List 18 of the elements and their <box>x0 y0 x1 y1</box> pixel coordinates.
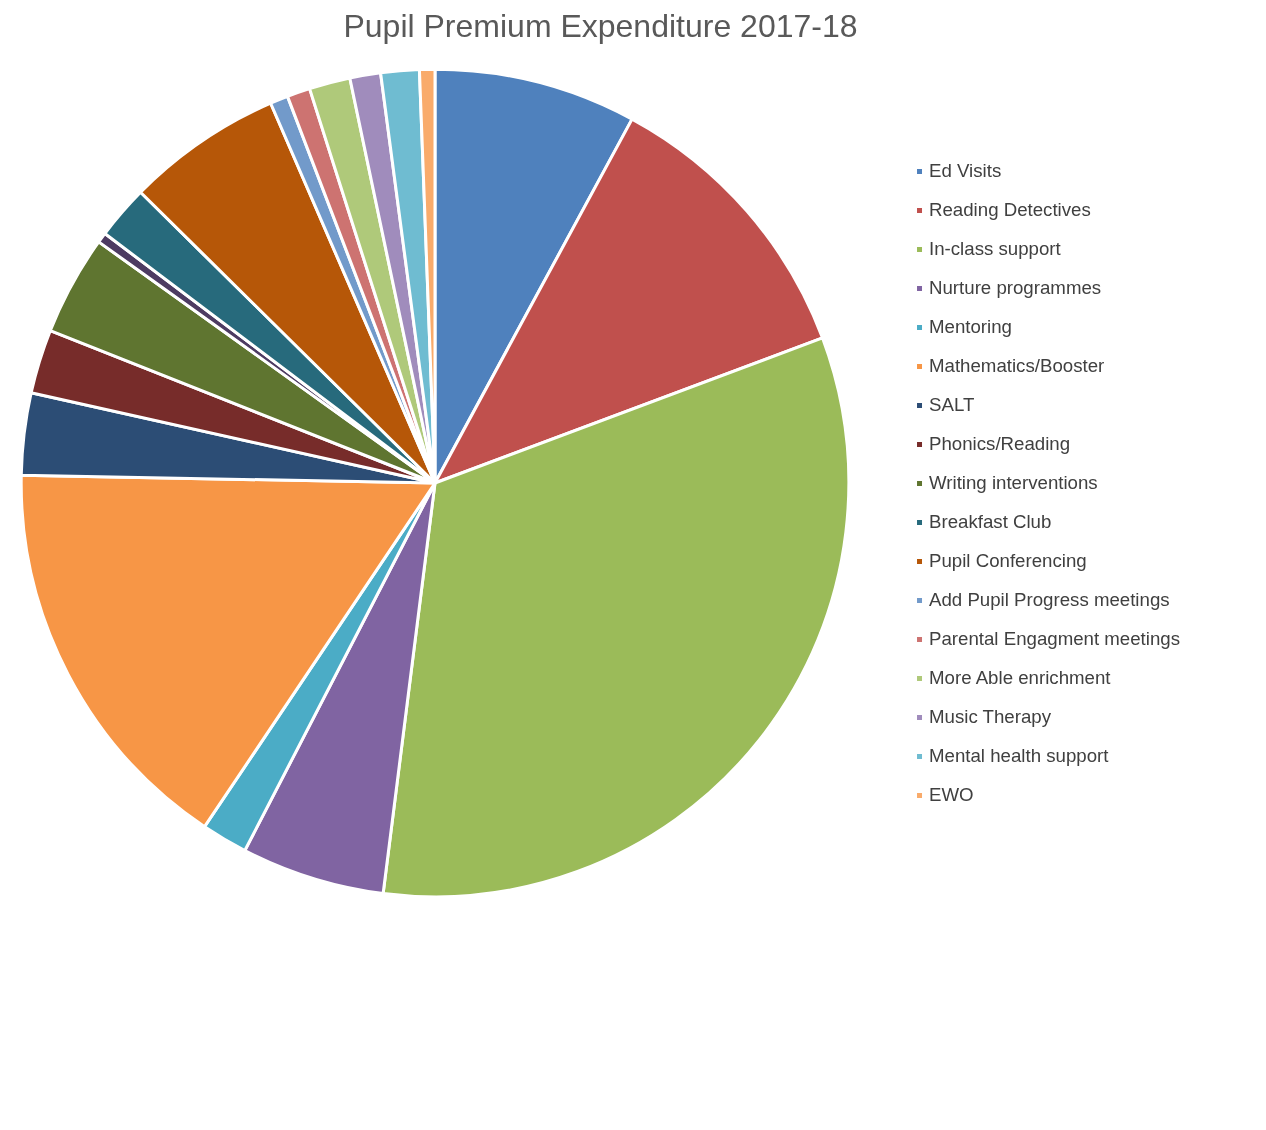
legend-label: Pupil Conferencing <box>929 549 1087 572</box>
legend-label: Add Pupil Progress meetings <box>929 588 1170 611</box>
legend-label: Mental health support <box>929 744 1109 767</box>
legend-label: Parental Engagment meetings <box>929 627 1180 650</box>
legend-label: Writing interventions <box>929 471 1098 494</box>
legend-label: In-class support <box>929 237 1061 260</box>
legend-label: More Able enrichment <box>929 666 1111 689</box>
legend-label: Reading Detectives <box>929 198 1091 221</box>
legend-label: EWO <box>929 783 974 806</box>
legend-label: Mathematics/Booster <box>929 354 1105 377</box>
legend-label: Mentoring <box>929 315 1012 338</box>
legend-label: Ed Visits <box>929 159 1002 182</box>
legend-label: Phonics/Reading <box>929 432 1071 455</box>
legend-label: Breakfast Club <box>929 510 1052 533</box>
legend-label: SALT <box>929 393 975 416</box>
chart-title: Pupil Premium Expenditure 2017-18 <box>343 7 858 44</box>
legend-label: Nurture programmes <box>929 276 1102 299</box>
legend-label: Music Therapy <box>929 705 1052 728</box>
